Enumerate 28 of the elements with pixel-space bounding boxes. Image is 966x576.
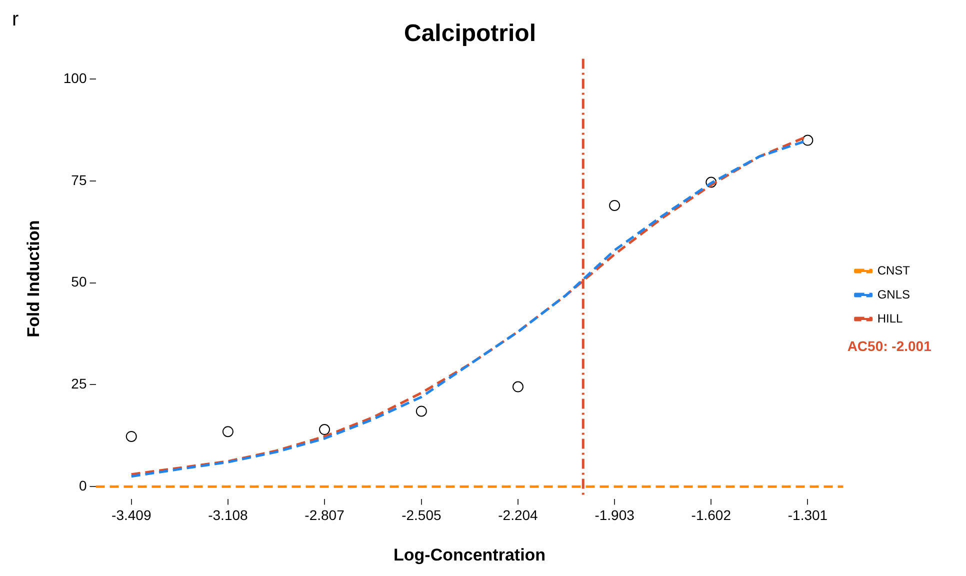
x-tick-label: -3.409 [112,507,152,524]
x-tick-label: -2.505 [402,507,442,524]
y-tick-label: 50 [71,274,87,290]
legend-label: GNLS [877,287,910,302]
x-tick-label: -2.807 [304,507,345,524]
x-tick-label: -2.204 [498,507,538,524]
chart-title: Calcipotriol [404,20,536,48]
legend-label: CNST [877,263,911,278]
text: r [12,8,19,31]
y-axis-title: Fold Induction [24,220,43,338]
point [126,430,137,442]
x-tick-label: -1.602 [691,507,732,524]
y-tick-label: 100 [63,70,87,86]
y-tick-label: 25 [71,376,87,392]
y-tick-label: 75 [71,172,87,188]
point [222,426,234,438]
x-tick-label: -1.903 [594,507,635,524]
point [319,424,330,436]
legend-label: HILL [877,311,903,326]
y-tick-label: 0 [78,477,87,494]
ref-line-label: AC50: -2.001 [847,338,932,354]
point [802,134,814,146]
x-tick-label: -3.108 [208,507,248,524]
point [416,406,427,417]
x-tick-label: -1.301 [788,507,828,524]
point [609,200,620,211]
x-axis-title: Log-Concentration [394,545,546,564]
point [512,381,524,392]
